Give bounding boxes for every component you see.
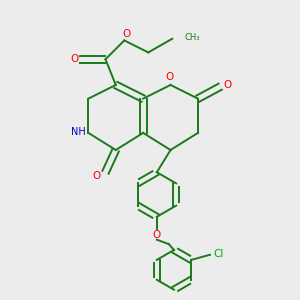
Text: O: O [166,72,174,82]
Text: O: O [70,54,79,64]
Text: O: O [93,171,101,181]
Text: CH₃: CH₃ [184,32,200,41]
Text: O: O [153,230,161,240]
Text: O: O [122,29,130,39]
Text: Cl: Cl [213,249,224,259]
Text: NH: NH [71,127,86,137]
Text: O: O [223,80,231,90]
